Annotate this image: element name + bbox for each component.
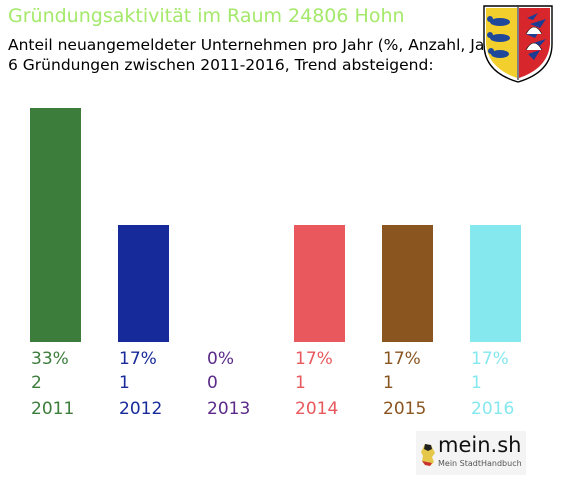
percent-label-2011: 33%	[31, 349, 69, 369]
count-label-2011: 2	[31, 373, 42, 393]
year-label-2013: 2013	[207, 399, 250, 419]
chart-subtitle-2: 6 Gründungen zwischen 2011-2016, Trend a…	[8, 56, 434, 74]
count-label-2013: 0	[207, 373, 218, 393]
bar-2011	[30, 108, 81, 342]
percent-label-2012: 17%	[119, 349, 157, 369]
bar-2012	[118, 225, 169, 342]
count-label-2016: 1	[471, 373, 482, 393]
chart-subtitle-1: Anteil neuangemeldeter Unternehmen pro J…	[8, 36, 507, 54]
year-label-2014: 2014	[295, 399, 338, 419]
bar-2016	[470, 225, 521, 342]
year-label-2011: 2011	[31, 399, 74, 419]
logo-tagline: Mein StadtHandbuch	[438, 459, 522, 468]
year-label-2016: 2016	[471, 399, 514, 419]
chart-title: Gründungsaktivität im Raum 24806 Hohn	[8, 5, 405, 27]
year-label-2015: 2015	[383, 399, 426, 419]
percent-label-2013: 0%	[207, 349, 234, 369]
bar-2015	[382, 225, 433, 342]
percent-label-2016: 17%	[471, 349, 509, 369]
count-label-2014: 1	[295, 373, 306, 393]
bar-2014	[294, 225, 345, 342]
percent-label-2014: 17%	[295, 349, 333, 369]
count-label-2012: 1	[119, 373, 130, 393]
germany-map-icon	[421, 444, 435, 466]
percent-label-2015: 17%	[383, 349, 421, 369]
year-label-2012: 2012	[119, 399, 162, 419]
mein-sh-logo[interactable]: mein.sh Mein StadtHandbuch	[416, 431, 526, 475]
count-label-2015: 1	[383, 373, 394, 393]
coat-of-arms-icon	[480, 4, 556, 84]
logo-name: mein.sh	[438, 433, 522, 457]
